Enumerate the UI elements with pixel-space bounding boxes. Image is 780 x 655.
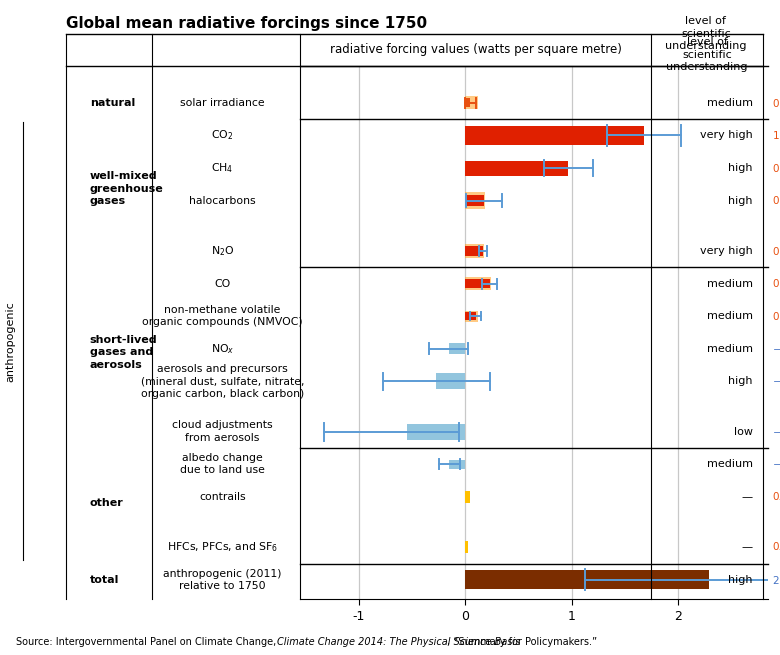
Text: non-methane volatile
organic compounds (NMVOC): non-methane volatile organic compounds (…	[142, 305, 303, 328]
Text: −0.15 [−0.25 to −0.05]: −0.15 [−0.25 to −0.05]	[772, 459, 780, 469]
Text: CO$_2$: CO$_2$	[211, 128, 233, 142]
Text: HFCs, PFCs, and SF$_6$: HFCs, PFCs, and SF$_6$	[167, 540, 278, 554]
Text: −0.27 [0.77 to 0.23]: −0.27 [0.77 to 0.23]	[772, 376, 780, 386]
Text: 2.29 [1.13 to 3.33]: 2.29 [1.13 to 3.33]	[772, 575, 780, 585]
Bar	[465, 279, 490, 288]
Bar	[449, 460, 465, 469]
Text: 0.10 [0.05 to 0.15]: 0.10 [0.05 to 0.15]	[772, 311, 780, 321]
Text: 0.05 [0.0 to 0.10]: 0.05 [0.0 to 0.10]	[772, 98, 780, 108]
Text: solar irradiance: solar irradiance	[180, 98, 264, 108]
Text: N$_2$O: N$_2$O	[211, 244, 234, 258]
Text: medium: medium	[707, 459, 753, 469]
Text: high: high	[729, 163, 753, 173]
Bar	[465, 312, 476, 320]
Text: natural: natural	[90, 98, 135, 108]
Bar	[437, 373, 465, 389]
Bar	[465, 160, 569, 176]
Text: 0.18 [0.01 to 0.35]: 0.18 [0.01 to 0.35]	[772, 196, 780, 206]
Text: high: high	[729, 575, 753, 585]
Text: Global mean radiative forcings since 1750: Global mean radiative forcings since 175…	[66, 16, 427, 31]
Text: other: other	[90, 498, 123, 508]
Text: halocarbons: halocarbons	[189, 196, 256, 206]
Text: medium: medium	[707, 311, 753, 321]
Text: anthropogenic (2011)
relative to 1750: anthropogenic (2011) relative to 1750	[163, 569, 282, 591]
Text: medium: medium	[707, 278, 753, 289]
Text: high: high	[729, 376, 753, 386]
Bar	[465, 126, 644, 145]
Bar	[465, 244, 484, 257]
Bar	[465, 571, 709, 590]
Bar	[465, 491, 470, 503]
Text: Source: Intergovernmental Panel on Climate Change,: Source: Intergovernmental Panel on Clima…	[16, 637, 279, 647]
Bar	[465, 246, 484, 255]
Text: very high: very high	[700, 130, 753, 140]
Bar	[465, 96, 478, 109]
Text: —: —	[742, 542, 753, 552]
Text: short-lived
gases and
aerosols: short-lived gases and aerosols	[90, 335, 158, 369]
Bar	[465, 310, 478, 322]
Text: high: high	[729, 196, 753, 206]
Text: 0.23 [0.16 to 0.30]: 0.23 [0.16 to 0.30]	[772, 278, 780, 289]
Text: total: total	[90, 575, 119, 585]
Text: CO: CO	[215, 278, 230, 289]
Text: 0.03: 0.03	[772, 542, 780, 552]
Bar	[465, 98, 470, 107]
Text: level of
scientific
understanding: level of scientific understanding	[665, 16, 746, 51]
Bar	[465, 542, 468, 553]
Text: 1.68 [1.33 to 2.03]: 1.68 [1.33 to 2.03]	[772, 130, 780, 140]
Text: medium: medium	[707, 344, 753, 354]
Text: CH$_4$: CH$_4$	[211, 161, 233, 175]
Text: −0.55 [−1.33 to −0.06]: −0.55 [−1.33 to −0.06]	[772, 426, 780, 437]
Bar	[465, 195, 484, 206]
Text: 0.97 [0.74 to 1.20]: 0.97 [0.74 to 1.20]	[772, 163, 780, 173]
Text: —: —	[742, 492, 753, 502]
Text: cloud adjustments
from aerosols: cloud adjustments from aerosols	[172, 421, 273, 443]
Text: level of
scientific
understanding: level of scientific understanding	[666, 37, 748, 72]
Text: , “Summary for Policymakers.”: , “Summary for Policymakers.”	[447, 637, 597, 647]
Text: very high: very high	[700, 246, 753, 256]
Text: radiative forcing values (watts per square metre): radiative forcing values (watts per squa…	[330, 43, 622, 56]
Bar	[449, 343, 465, 354]
Text: NO$_x$: NO$_x$	[211, 342, 234, 356]
Bar	[465, 277, 491, 290]
Text: −0.15 [−0.34 to 0.03]: −0.15 [−0.34 to 0.03]	[772, 344, 780, 354]
Text: medium: medium	[707, 98, 753, 108]
Text: 0.05: 0.05	[772, 492, 780, 502]
Text: albedo change
due to land use: albedo change due to land use	[180, 453, 264, 476]
Text: 0.17 [0.13 to 0.21]: 0.17 [0.13 to 0.21]	[772, 246, 780, 256]
Text: contrails: contrails	[199, 492, 246, 502]
Text: anthropogenic: anthropogenic	[5, 301, 15, 382]
Text: Climate Change 2014: The Physical Science Basis: Climate Change 2014: The Physical Scienc…	[277, 637, 520, 647]
Bar	[406, 424, 465, 440]
Text: aerosols and precursors
(mineral dust, sulfate, nitrate,
organic carbon, black c: aerosols and precursors (mineral dust, s…	[140, 364, 304, 399]
Bar	[465, 192, 485, 209]
Text: low: low	[734, 426, 753, 437]
Text: well-mixed
greenhouse
gases: well-mixed greenhouse gases	[90, 172, 164, 206]
